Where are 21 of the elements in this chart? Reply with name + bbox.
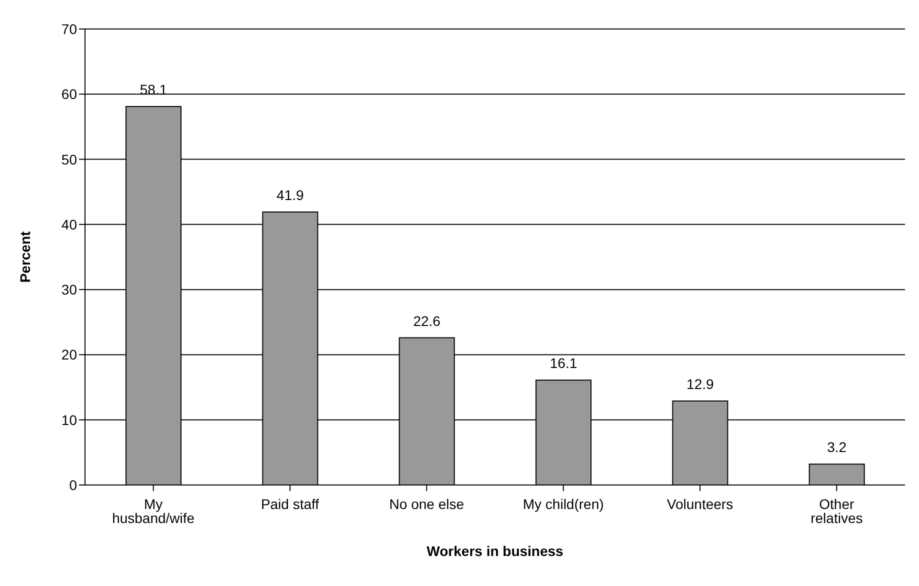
data-label: 16.1	[550, 355, 578, 372]
x-tick-label: My husband/wife	[112, 496, 195, 526]
y-tick-label: 10	[61, 412, 78, 428]
y-tick-label: 30	[61, 282, 78, 298]
x-tick-label: Other relatives	[810, 496, 863, 526]
y-tick-label: 20	[61, 346, 78, 363]
x-tick-label: Volunteers	[666, 496, 734, 512]
data-label: 41.9	[276, 187, 304, 204]
data-label: 22.6	[413, 312, 441, 329]
y-axis-title: Percent	[16, 230, 33, 283]
y-tick-label: 50	[61, 151, 78, 168]
y-tick-label: 0	[69, 476, 78, 493]
data-label: 12.9	[686, 376, 714, 392]
x-tick-label: Paid staff	[260, 496, 320, 512]
y-tick-label: 40	[61, 216, 78, 232]
y-tick-label: 70	[61, 20, 78, 37]
data-label: 3.2	[827, 439, 847, 456]
y-tick-label: 60	[61, 86, 78, 102]
x-axis-title: Workers in business	[426, 543, 564, 559]
x-tick-label: My child(ren)	[522, 496, 604, 512]
x-tick-label: No one else	[389, 496, 464, 512]
